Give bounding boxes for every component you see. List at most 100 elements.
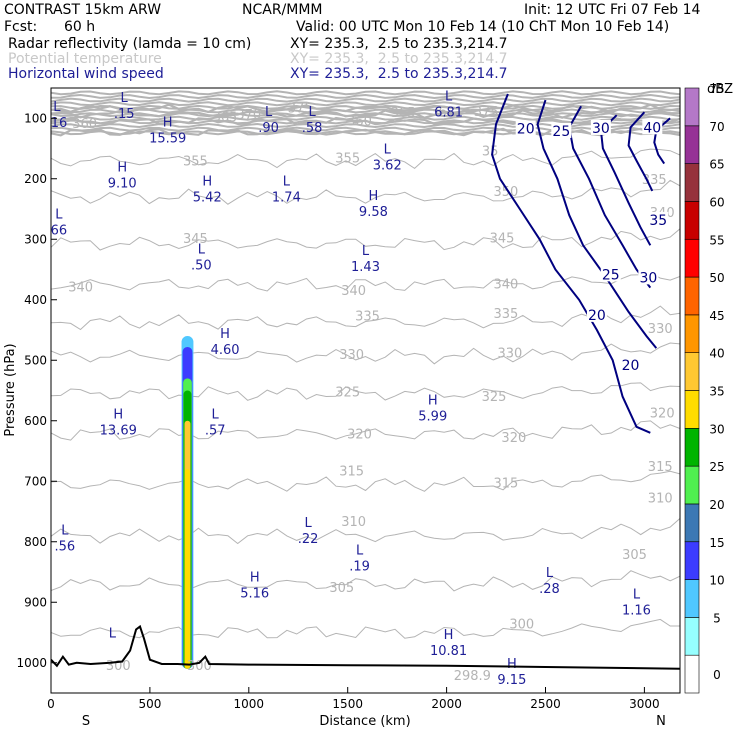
- y-tick-label: 500: [24, 353, 47, 367]
- wind-label-bg: [638, 269, 659, 285]
- hl-value: 9.10: [108, 177, 137, 192]
- x-tick-label: 3000: [629, 697, 660, 711]
- colorbar-label: 0: [713, 668, 721, 682]
- theta-band-line: [51, 126, 680, 132]
- theta-label: 36: [430, 105, 447, 120]
- theta-label: 345: [490, 231, 515, 246]
- hl-value: 5.42: [193, 191, 222, 206]
- hl-value: 10.81: [430, 644, 467, 659]
- wind-label: 20: [517, 122, 535, 138]
- theta-label: 375: [288, 101, 313, 116]
- theta-label: 320: [650, 406, 675, 421]
- hl-marker: L: [356, 544, 364, 559]
- wind-label-bg: [590, 119, 611, 135]
- hl-marker: H: [428, 394, 438, 409]
- theta-label: 375: [474, 105, 499, 120]
- theta-band-line: [51, 93, 680, 100]
- hl-marker: L: [305, 516, 313, 531]
- wind-label-bg: [515, 120, 536, 136]
- hl-marker: L: [198, 242, 206, 257]
- hl-marker: L: [53, 100, 61, 115]
- wind-label: 25: [602, 267, 620, 283]
- hl-value: 1.16: [622, 603, 651, 618]
- y-tick-label: 100: [24, 111, 47, 125]
- hl-marker: L: [212, 408, 220, 423]
- theta-label: 345: [183, 232, 208, 247]
- colorbar-swatch-20: [684, 503, 700, 543]
- theta-label: 365: [391, 106, 416, 121]
- hl-marker: L: [546, 566, 554, 581]
- layer-wind-name: Horizontal wind speed: [8, 66, 164, 82]
- theta-label: 330: [339, 348, 364, 363]
- theta-label: 360: [347, 115, 372, 130]
- theta-contour-340: [51, 272, 680, 292]
- hl-marker: H: [507, 657, 517, 672]
- hl-marker: L: [633, 587, 641, 602]
- forecast-hours: 60 h: [64, 19, 96, 35]
- y-tick-label: 600: [24, 414, 47, 428]
- x-tick-label: 1500: [332, 697, 363, 711]
- y-tick-label: 400: [24, 293, 47, 307]
- wind-label: 40: [643, 120, 661, 136]
- colorbar-label: 60: [709, 195, 724, 209]
- colorbar-swatch-35: [684, 390, 700, 429]
- theta-contour-345: [51, 228, 680, 251]
- wind-label: 25: [552, 124, 570, 140]
- init-time: Init: 12 UTC Fri 07 Feb 14: [524, 2, 701, 18]
- wind-label: 30: [592, 121, 610, 137]
- theta-band-line: [51, 119, 680, 125]
- north-label: N: [656, 714, 666, 729]
- colorbar-label: 20: [709, 498, 724, 512]
- theta-label: 320: [347, 427, 372, 442]
- colorbar-label: 75: [709, 82, 724, 96]
- x-tick-label: 2000: [431, 697, 462, 711]
- theta-contour-320: [51, 420, 680, 441]
- theta-label: 355: [335, 152, 360, 167]
- wind-contour-40: [627, 111, 654, 192]
- theta-label: 335: [355, 309, 380, 324]
- theta-contour-355: [51, 148, 680, 170]
- theta-contour-350: [51, 179, 680, 205]
- hl-value: 1.74: [272, 191, 301, 206]
- valid-time: Valid: 00 UTC Mon 10 Feb 14 (10 ChT Mon …: [296, 19, 670, 35]
- colorbar-label: 25: [709, 460, 724, 474]
- colorbar-label: 35: [709, 385, 724, 399]
- theta-label: 340: [494, 277, 519, 292]
- theta-contour-305: [51, 570, 680, 592]
- wind-label-bg: [551, 122, 572, 138]
- hl-marker: L: [61, 524, 69, 539]
- theta-label: 305: [622, 548, 647, 563]
- wind-label: 35: [649, 213, 667, 229]
- y-tick-label: 900: [24, 595, 47, 609]
- theta-label: 320: [501, 431, 526, 446]
- hl-value: 9.58: [359, 205, 388, 220]
- wind-label-bg: [620, 357, 641, 373]
- x-tick-label: 2500: [530, 697, 561, 711]
- theta-band-line: [51, 108, 680, 114]
- theta-contour-315: [51, 470, 680, 492]
- hl-value: .57: [205, 424, 226, 439]
- organization: NCAR/MMM: [242, 2, 323, 18]
- theta-band-line: [51, 97, 680, 103]
- colorbar-label: 30: [709, 422, 724, 436]
- colorbar-swatch-5: [684, 617, 700, 656]
- hl-marker: L: [121, 91, 129, 106]
- theta-band-line: [51, 104, 680, 110]
- theta-band-line: [51, 130, 680, 136]
- hl-marker: H: [202, 175, 212, 190]
- hl-value: .28: [539, 582, 560, 597]
- hl-marker: L: [265, 105, 273, 120]
- y-tick-label: 1000: [16, 656, 47, 670]
- theta-contour-310: [51, 518, 680, 545]
- hl-value: 4.60: [211, 343, 240, 358]
- layer-theta-xy: XY= 235.3, 2.5 to 235.3,214.7: [290, 51, 508, 67]
- colorbar-swatch-75: [684, 87, 700, 127]
- theta-label: 340: [68, 280, 93, 295]
- theta-label: 310: [648, 492, 673, 507]
- hl-value: .58: [302, 121, 323, 136]
- hl-marker: L: [109, 627, 117, 642]
- hl-marker: H: [220, 327, 230, 342]
- colorbar-swatch-30: [684, 428, 700, 467]
- theta-label: 315: [339, 464, 364, 479]
- colorbar-label: 5: [713, 611, 721, 625]
